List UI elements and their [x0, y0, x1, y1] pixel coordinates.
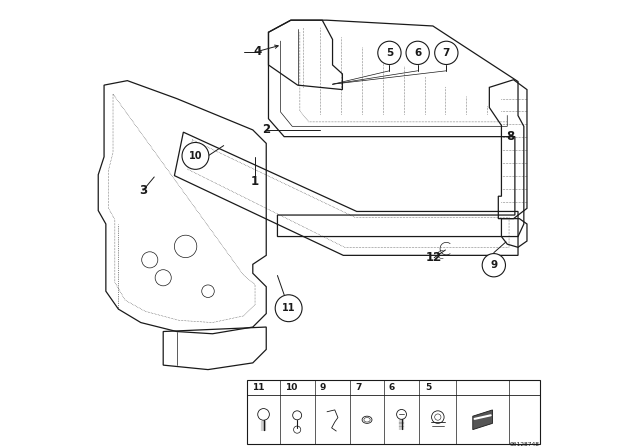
- Text: 9: 9: [490, 260, 497, 270]
- Text: 11: 11: [252, 383, 265, 392]
- Circle shape: [435, 41, 458, 65]
- Bar: [248, 380, 540, 444]
- Circle shape: [378, 41, 401, 65]
- Text: 5: 5: [386, 48, 393, 58]
- Text: 2: 2: [262, 123, 270, 137]
- Text: 3: 3: [139, 184, 147, 197]
- Text: 6: 6: [389, 383, 396, 392]
- Text: 7: 7: [443, 48, 450, 58]
- Circle shape: [482, 254, 506, 277]
- Text: 8: 8: [506, 130, 515, 143]
- Text: 11: 11: [282, 303, 296, 313]
- Text: 9: 9: [320, 383, 326, 392]
- Text: 5: 5: [425, 383, 431, 392]
- Text: 7: 7: [355, 383, 362, 392]
- Text: 10: 10: [285, 383, 298, 392]
- Text: 12: 12: [426, 251, 442, 264]
- Circle shape: [406, 41, 429, 65]
- Text: 1: 1: [251, 175, 259, 188]
- Text: 10: 10: [189, 151, 202, 161]
- Text: 4: 4: [253, 45, 261, 58]
- Circle shape: [182, 142, 209, 169]
- Polygon shape: [473, 410, 493, 430]
- Text: 00128748: 00128748: [509, 442, 540, 447]
- Circle shape: [275, 295, 302, 322]
- Text: 6: 6: [414, 48, 421, 58]
